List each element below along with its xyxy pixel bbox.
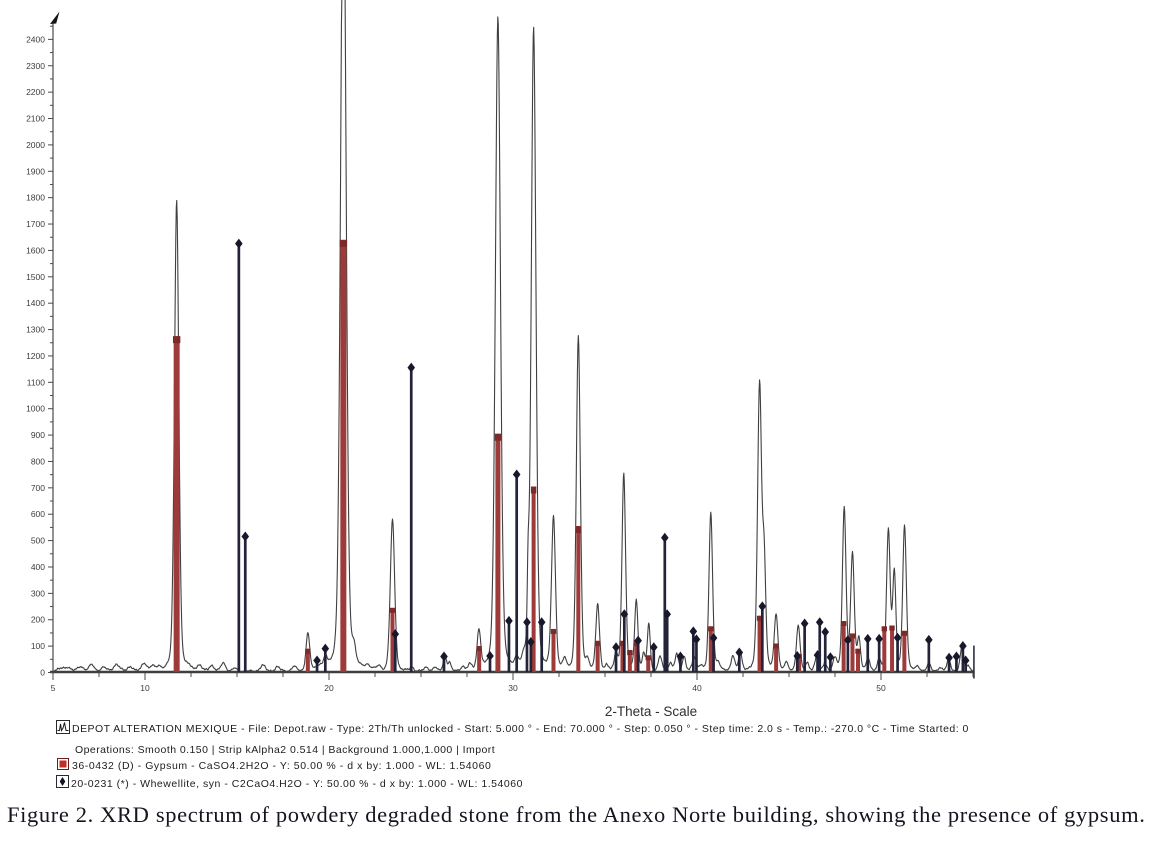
y-tick-label: 300	[31, 588, 45, 598]
y-tick-label: 2200	[26, 87, 45, 97]
y-tick-label: 1100	[27, 377, 46, 387]
y-tick-label: 1200	[26, 351, 45, 361]
y-tick-label: 2400	[26, 34, 45, 44]
axes: 0 100 200 300 400 500 600 700 800 900 1000 1100 1200…	[26, 11, 975, 719]
y-tick-label: 2300	[26, 61, 45, 71]
y-tick-label: 700	[31, 483, 45, 493]
x-tick-label: 20	[324, 683, 334, 693]
y-tick-label: 0	[40, 668, 45, 678]
y-tick-label: 200	[31, 615, 45, 625]
y-tick-label: 1700	[26, 219, 45, 229]
x-tick-label: 5	[51, 683, 56, 693]
legend-whewellite-line: 20-0231 (*) - Whewellite, syn - C2CaO4.H…	[71, 777, 523, 790]
y-tick-label: 1800	[26, 193, 45, 203]
y-tick-label: 600	[31, 509, 45, 519]
whewellite-bars	[235, 238, 970, 672]
legend-operations-line: Operations: Smooth 0.150 | Strip kAlpha2…	[75, 743, 496, 756]
x-tick-label: 10	[140, 683, 150, 693]
x-axis-title: 2-Theta - Scale	[605, 704, 697, 719]
gypsum-bars	[172, 239, 908, 673]
y-tick-label: 1000	[26, 404, 45, 414]
y-tick-label: 1500	[26, 272, 45, 282]
y-tick-label: 1300	[26, 325, 45, 335]
y-tick-label: 800	[31, 456, 45, 466]
x-tick-label: 30	[508, 683, 518, 693]
y-tick-label: 2000	[26, 140, 45, 150]
y-tick-label: 100	[31, 641, 45, 651]
y-tick-label: 1600	[26, 245, 45, 255]
y-tick-label: 2100	[26, 114, 45, 124]
y-tick-label: 400	[31, 562, 45, 572]
y-tick-label: 900	[31, 430, 45, 440]
y-tick-label: 500	[31, 536, 45, 546]
legend-sample-line: DEPOT ALTERATION MEXIQUE - File: Depot.r…	[72, 722, 969, 735]
x-tick-label: 50	[876, 683, 886, 693]
x-tick-label: 40	[692, 683, 702, 693]
legend-gypsum-line: 36-0432 (D) - Gypsum - CaSO4.2H2O - Y: 5…	[72, 760, 492, 772]
measured-trace	[52, 0, 975, 673]
y-tick-label: 1900	[26, 166, 45, 176]
y-tick-label: 1400	[26, 298, 45, 308]
figure-caption: Figure 2. XRD spectrum of powdery degrad…	[7, 802, 1146, 827]
